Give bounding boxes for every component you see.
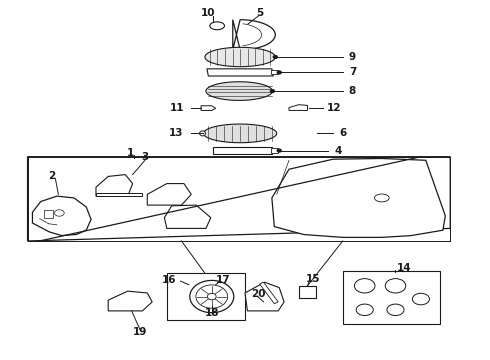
Text: 12: 12 bbox=[327, 103, 341, 113]
Polygon shape bbox=[289, 105, 308, 111]
Polygon shape bbox=[44, 211, 53, 218]
Polygon shape bbox=[201, 106, 216, 111]
Ellipse shape bbox=[387, 304, 404, 316]
Circle shape bbox=[270, 90, 274, 93]
Polygon shape bbox=[271, 148, 278, 153]
Polygon shape bbox=[32, 196, 91, 235]
Text: 17: 17 bbox=[216, 275, 231, 285]
Ellipse shape bbox=[413, 293, 429, 305]
Text: 7: 7 bbox=[349, 67, 356, 77]
Polygon shape bbox=[164, 205, 211, 228]
Text: 16: 16 bbox=[162, 275, 176, 285]
Ellipse shape bbox=[54, 210, 64, 216]
Circle shape bbox=[277, 71, 281, 74]
Ellipse shape bbox=[199, 131, 205, 136]
Text: 5: 5 bbox=[256, 8, 263, 18]
Polygon shape bbox=[299, 286, 316, 298]
Ellipse shape bbox=[385, 279, 406, 293]
Text: 19: 19 bbox=[133, 327, 147, 337]
Polygon shape bbox=[108, 291, 152, 311]
Text: 13: 13 bbox=[169, 129, 183, 138]
Polygon shape bbox=[272, 158, 445, 237]
Text: 3: 3 bbox=[141, 152, 148, 162]
Polygon shape bbox=[205, 47, 275, 67]
Polygon shape bbox=[206, 82, 272, 100]
Polygon shape bbox=[260, 282, 278, 304]
Ellipse shape bbox=[207, 293, 216, 300]
Text: 4: 4 bbox=[334, 145, 342, 156]
Text: 9: 9 bbox=[349, 52, 356, 62]
Ellipse shape bbox=[196, 285, 228, 308]
Polygon shape bbox=[96, 193, 143, 196]
Circle shape bbox=[277, 149, 281, 152]
Text: 20: 20 bbox=[251, 289, 266, 299]
Text: 11: 11 bbox=[170, 103, 184, 113]
Text: 10: 10 bbox=[201, 8, 216, 18]
Polygon shape bbox=[96, 175, 133, 196]
Text: 1: 1 bbox=[126, 148, 134, 158]
Polygon shape bbox=[271, 70, 278, 74]
Text: 2: 2 bbox=[49, 171, 56, 181]
Text: 15: 15 bbox=[306, 274, 320, 284]
Polygon shape bbox=[213, 147, 272, 154]
Text: 8: 8 bbox=[349, 86, 356, 96]
Polygon shape bbox=[233, 20, 275, 50]
Text: 6: 6 bbox=[339, 129, 346, 138]
Polygon shape bbox=[203, 124, 277, 143]
Polygon shape bbox=[147, 184, 191, 205]
Text: 18: 18 bbox=[204, 309, 219, 318]
Ellipse shape bbox=[374, 194, 389, 202]
Polygon shape bbox=[245, 282, 284, 311]
Circle shape bbox=[273, 55, 277, 58]
Polygon shape bbox=[207, 69, 273, 76]
Ellipse shape bbox=[356, 304, 373, 316]
Ellipse shape bbox=[210, 22, 224, 30]
Ellipse shape bbox=[354, 279, 375, 293]
Ellipse shape bbox=[190, 280, 234, 313]
Text: 14: 14 bbox=[396, 263, 411, 273]
